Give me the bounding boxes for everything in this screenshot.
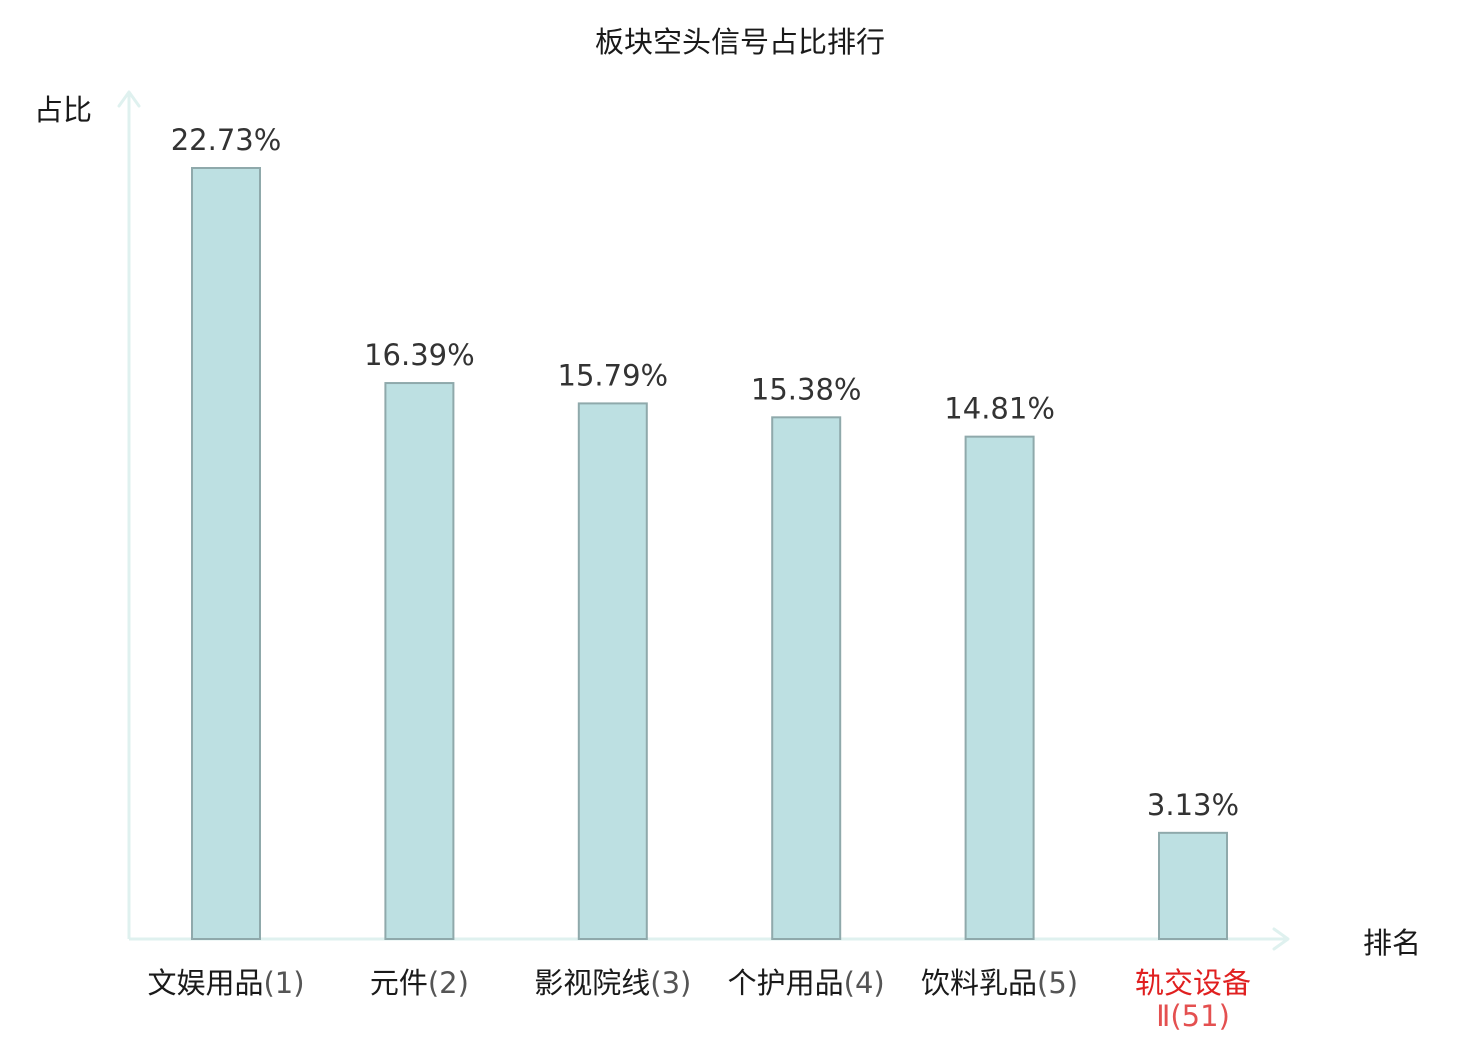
category-label: 文娱用品(1) [147, 966, 304, 1000]
y-axis-arrow [117, 90, 141, 108]
bar [1158, 831, 1228, 941]
bar [384, 382, 455, 940]
bar [964, 435, 1035, 940]
bar [577, 402, 648, 940]
bar [771, 416, 842, 941]
chart-title: 板块空头信号占比排行 [595, 25, 885, 59]
category-labels: 文娱用品(1) 元件(2) 影视院线(3) 个护用品(4) 饮料乳品(5) 轨交设备Ⅱ(5… [147, 966, 1251, 1033]
axes [117, 90, 1290, 951]
data-label: 14.81% [944, 392, 1055, 426]
category-label: 个护用品(4) [728, 966, 885, 1000]
y-axis-label: 占比 [34, 93, 92, 127]
data-label: 16.39% [364, 338, 475, 372]
category-rank-label: Ⅱ(51) [1156, 999, 1230, 1033]
bars [191, 167, 1228, 941]
x-axis-arrow [1272, 927, 1290, 951]
data-labels: 22.73% 16.39% 15.79% 15.38% 14.81% 3.13% [171, 123, 1239, 822]
data-label: 3.13% [1147, 788, 1239, 822]
x-axis-label: 排名 [1363, 926, 1421, 960]
category-label: 元件(2) [370, 966, 469, 1000]
data-label: 15.38% [751, 372, 862, 406]
category-label: 影视院线(3) [534, 966, 691, 1000]
data-label: 22.73% [171, 123, 282, 157]
category-label: 轨交设备 [1135, 966, 1251, 1000]
data-label: 15.79% [558, 358, 669, 392]
category-label: 饮料乳品(5) [921, 966, 1078, 1000]
bar [191, 167, 261, 940]
